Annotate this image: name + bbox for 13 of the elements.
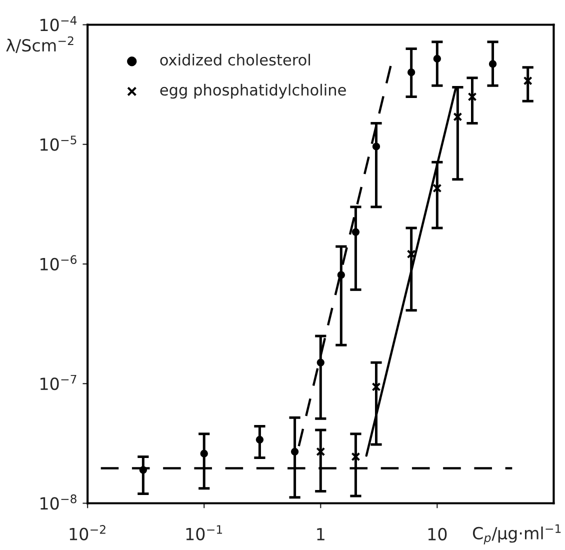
y-axis-title: λ/Scm$^{−2}$ xyxy=(6,36,74,53)
y-tick-label: 10$^{−8}$ xyxy=(40,494,76,510)
x-axis-title: C$_{p}$/µg·ml$^{−1}$ xyxy=(472,524,561,544)
x-tick-label: 10$^{−2}$ xyxy=(70,525,106,540)
y-tick-label: 10$^{−5}$ xyxy=(40,136,76,151)
y-tick-label: 10$^{−4}$ xyxy=(40,16,77,32)
x-tick-label: 1 xyxy=(317,528,324,540)
x-tick-label: 10 xyxy=(428,528,447,540)
y-tick-label: 10$^{−7}$ xyxy=(40,374,76,390)
legend-label: oxidized cholesterol xyxy=(160,54,310,66)
legend-label: egg phosphatidylcholine xyxy=(160,84,346,99)
x-tick-label: 10$^{−1}$ xyxy=(186,525,222,540)
y-tick-label: 10$^{−6}$ xyxy=(40,255,77,270)
